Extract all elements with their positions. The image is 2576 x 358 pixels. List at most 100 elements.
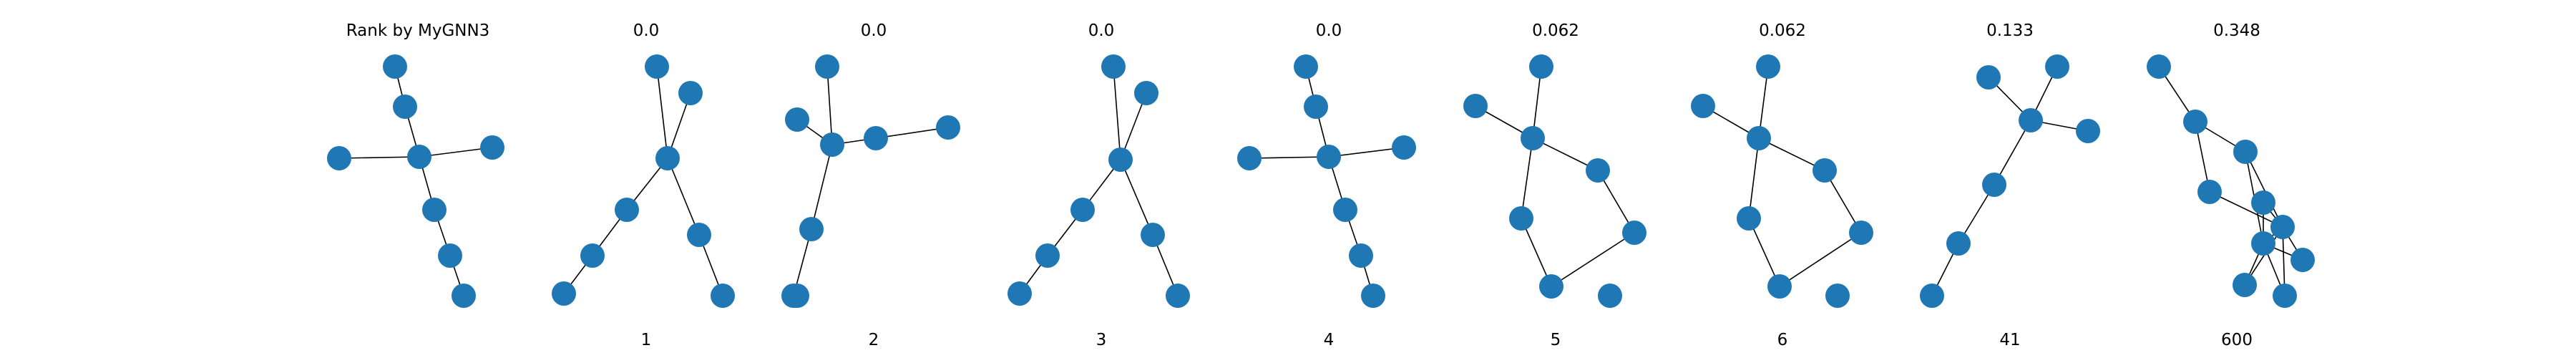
graph-node: [438, 243, 462, 268]
graph-node: [2045, 54, 2069, 79]
score-label: 0.062: [1532, 21, 1579, 40]
graph-node: [1622, 221, 1646, 245]
graph-edge: [1521, 137, 1533, 219]
graph-edge: [2245, 151, 2283, 228]
graph-panel-7: 0.062 6: [1691, 21, 1873, 349]
graph-node: [936, 115, 960, 140]
graph-node: [2270, 215, 2295, 239]
graph-node: [580, 243, 605, 268]
graph-node: [1849, 221, 1873, 245]
graph-node: [2183, 110, 2207, 134]
graph-node: [785, 107, 809, 132]
graph-node: [1691, 94, 1715, 118]
graph-edge: [826, 66, 833, 145]
rank-label: 4: [1324, 331, 1335, 349]
graph-edge: [1748, 137, 1760, 219]
graph-edge: [1249, 156, 1330, 159]
graph-edge: [1779, 232, 1862, 287]
graph-panel-1: [327, 54, 504, 308]
graph-edge: [419, 147, 493, 158]
graph-node: [393, 95, 417, 119]
graph-node: [1976, 65, 2001, 90]
graph-node: [1008, 281, 1032, 306]
graph-node: [1539, 274, 1563, 299]
graph-edge: [875, 127, 949, 139]
graph-node: [1747, 126, 1771, 150]
graph-node: [1521, 126, 1545, 150]
graph-node: [1349, 243, 1373, 268]
graph-node: [1813, 158, 1837, 183]
rank-label: 6: [1777, 331, 1788, 349]
graph-node: [1586, 158, 1610, 183]
rank-label: 3: [1096, 331, 1107, 349]
graph-node: [2251, 190, 2275, 215]
graph-node: [1237, 146, 1262, 170]
graph-panel-3: 0.02: [781, 21, 960, 349]
graph-node: [1035, 243, 1060, 268]
graph-edge: [1551, 232, 1635, 287]
score-label: 0.133: [1986, 21, 2034, 40]
graph-node: [864, 126, 888, 150]
rank-label: 1: [641, 331, 652, 349]
graph-panel-6: 0.062 5: [1463, 21, 1646, 349]
graph-node: [2273, 284, 2297, 308]
graph-edge: [1748, 218, 1780, 287]
graph-edge: [1521, 218, 1552, 287]
graph-panels: 0.010.020.030.040.06250.06260.133410.348…: [327, 21, 2315, 349]
graph-node: [1920, 284, 1944, 308]
graph-node: [678, 81, 703, 105]
graph-node: [615, 198, 639, 222]
graph-node: [1737, 206, 1761, 231]
graph-node: [2290, 248, 2315, 272]
graph-node: [2197, 180, 2222, 204]
header-label: Rank by MyGNN3: [346, 21, 490, 40]
graph-edge: [656, 66, 668, 159]
rank-label: 600: [2221, 331, 2253, 349]
graph-node: [687, 223, 711, 247]
graph-node: [1767, 274, 1792, 299]
graph-node: [480, 135, 504, 160]
score-label: 0.0: [1316, 21, 1342, 40]
graph-node: [1982, 173, 2006, 197]
graph-node: [1509, 206, 1533, 231]
graph-node: [1392, 135, 1416, 160]
graph-node: [1756, 54, 1780, 79]
graph-node: [552, 281, 576, 306]
graph-node: [452, 284, 476, 308]
graph-node: [1529, 54, 1553, 79]
graph-panel-8: 0.133 41: [1920, 21, 2100, 349]
graph-node: [1463, 94, 1488, 118]
graph-node: [1108, 147, 1133, 172]
graph-node: [2251, 231, 2275, 256]
graph-node: [1333, 198, 1357, 222]
graph-edge: [2209, 191, 2283, 228]
graph-node: [1304, 95, 1328, 119]
graph-panel-5: 0.04: [1237, 21, 1416, 349]
score-label: 0.062: [1759, 21, 1806, 40]
graph-node: [820, 132, 844, 157]
graph-node: [1070, 198, 1095, 222]
graph-panel-2: 0.01: [552, 21, 735, 349]
graph-node: [799, 217, 824, 241]
score-label: 0.0: [1088, 21, 1115, 40]
rank-label: 41: [1999, 331, 2020, 349]
graph-panel-9: 0.348 600: [2147, 21, 2315, 349]
graph-node: [1598, 284, 1622, 308]
graph-edge: [1994, 120, 2031, 185]
score-label: 0.348: [2213, 21, 2260, 40]
graph-edge: [1758, 137, 1825, 171]
graph-node: [2233, 140, 2258, 164]
score-label: 0.0: [861, 21, 887, 40]
graph-edge: [811, 144, 833, 230]
graph-node: [327, 146, 351, 170]
rank-label: 5: [1551, 331, 1561, 349]
graph-node: [2233, 273, 2257, 297]
graph-node: [2019, 108, 2043, 132]
graph-node: [815, 54, 839, 79]
graph-node: [383, 54, 407, 79]
graph-node: [2076, 119, 2100, 143]
graph-node: [1361, 284, 1385, 308]
score-label: 0.0: [633, 21, 660, 40]
graph-node: [1317, 145, 1341, 169]
